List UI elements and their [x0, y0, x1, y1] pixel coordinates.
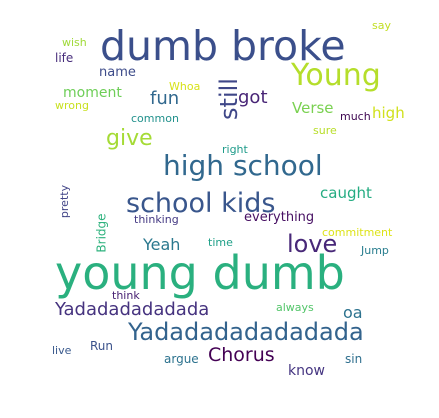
word-wish: wish — [62, 36, 87, 49]
word-pretty: pretty — [58, 184, 72, 219]
word-yadadadadadada: Yadadadadadada — [55, 299, 210, 320]
word-common: common — [131, 112, 179, 125]
word-still: still — [214, 78, 243, 120]
word-chorus: Chorus — [208, 344, 275, 366]
word-think: think — [112, 289, 140, 302]
word-time: time — [208, 236, 233, 249]
word-sure: sure — [313, 124, 337, 137]
word-high: high — [372, 104, 405, 122]
word-jump: Jump — [361, 244, 389, 257]
word-give: give — [106, 126, 153, 151]
word-high-school: high school — [163, 149, 323, 182]
word-love: love — [287, 230, 338, 258]
word-moment: moment — [63, 85, 122, 101]
word-fun: fun — [150, 88, 180, 109]
word-say: say — [372, 19, 391, 32]
word-school-kids: school kids — [126, 188, 276, 219]
word-got: got — [238, 87, 268, 108]
word-young: Young — [291, 58, 381, 93]
word-verse: Verse — [292, 99, 334, 117]
word-young-dumb: young dumb — [55, 246, 345, 300]
word-name: name — [99, 65, 136, 80]
word-commitment: commitment — [322, 226, 393, 239]
word-everything: everything — [244, 210, 315, 225]
word-whoa: Whoa — [169, 80, 201, 93]
word-caught: caught — [320, 184, 372, 202]
word-wrong: wrong — [55, 99, 89, 112]
word-always: always — [276, 301, 314, 314]
word-much: much — [340, 110, 371, 123]
word-yeah: Yeah — [143, 235, 181, 254]
word-thinking: thinking — [134, 213, 179, 226]
word-dumb-broke: dumb broke — [100, 22, 346, 70]
word-know: know — [288, 363, 325, 379]
word-yadadadadadadada: Yadadadadadadada — [128, 318, 364, 346]
word-live: live — [52, 344, 72, 357]
word-oa: oa — [343, 303, 363, 322]
word-run: Run — [90, 339, 114, 353]
word-sin: sin — [345, 352, 363, 366]
word-life: life — [55, 51, 74, 65]
word-right: right — [222, 143, 248, 156]
word-argue: argue — [164, 352, 199, 366]
